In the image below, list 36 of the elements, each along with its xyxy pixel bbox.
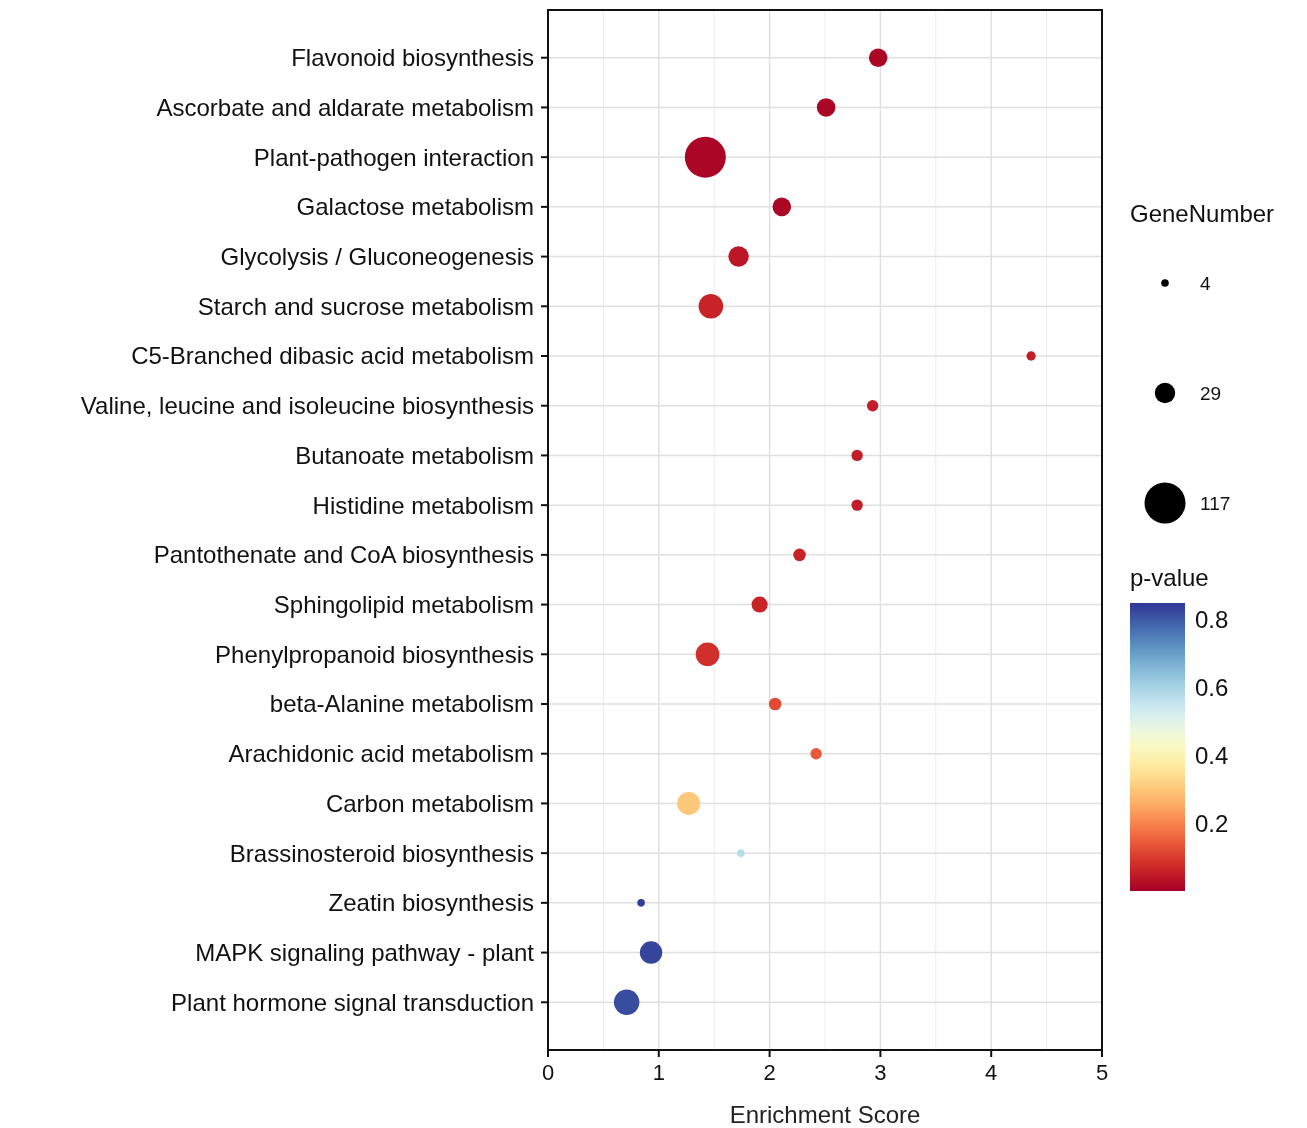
y-tick-label: Plant hormone signal transduction <box>171 988 534 1016</box>
y-tick-label: Galactose metabolism <box>296 193 534 221</box>
x-tick-label: 0 <box>541 1060 555 1085</box>
x-tick-label: 3 <box>874 1060 887 1085</box>
color-bar-label: 0.4 <box>1195 741 1229 769</box>
y-tick-label: Histidine metabolism <box>312 491 534 519</box>
y-tick-label: Pantothenate and CoA biosynthesis <box>153 541 534 569</box>
y-tick-label: beta-Alanine metabolism <box>269 690 534 718</box>
y-tick-label: Zeatin biosynthesis <box>328 889 534 917</box>
color-bar-label: 0.2 <box>1195 809 1229 837</box>
y-tick-label: C5-Branched dibasic acid metabolism <box>131 342 534 370</box>
y-tick-label: Sphingolipid metabolism <box>273 590 534 618</box>
y-tick-label: Glycolysis / Gluconeogenesis <box>220 242 534 270</box>
y-tick-label: Butanoate metabolism <box>295 441 534 469</box>
y-tick-label: Brassinosteroid biosynthesis <box>229 839 534 867</box>
y-tick-label: Plant-pathogen interaction <box>253 143 534 171</box>
legend-label: 29 <box>1200 382 1222 404</box>
y-tick-label: Arachidonic acid metabolism <box>228 740 534 768</box>
color-bar-label: 0.6 <box>1195 674 1229 702</box>
y-tick-label: Flavonoid biosynthesis <box>291 44 534 72</box>
x-tick-label: 4 <box>985 1060 998 1085</box>
x-tick-label: 5 <box>1095 1060 1109 1085</box>
y-tick-label: Starch and sucrose metabolism <box>197 292 534 320</box>
legend-title: GeneNumber <box>1130 200 1275 227</box>
y-tick-label: Carbon metabolism <box>325 789 534 817</box>
x-tick-label: 2 <box>763 1060 776 1085</box>
color-bar-label: 0.8 <box>1195 606 1229 634</box>
y-tick-label: Phenylpropanoid biosynthesis <box>215 640 534 668</box>
legend-label: 117 <box>1200 492 1231 514</box>
legend-label: 4 <box>1200 272 1211 294</box>
color-bar-title: p-value <box>1130 564 1209 591</box>
y-tick-label: MAPK signaling pathway - plant <box>195 938 535 966</box>
x-axis-title: Enrichment Score <box>729 1101 921 1128</box>
x-tick-label: 1 <box>652 1060 665 1085</box>
y-tick-label: Valine, leucine and isoleucine biosynthesis <box>80 392 534 420</box>
y-tick-label: Ascorbate and aldarate metabolism <box>156 93 534 121</box>
